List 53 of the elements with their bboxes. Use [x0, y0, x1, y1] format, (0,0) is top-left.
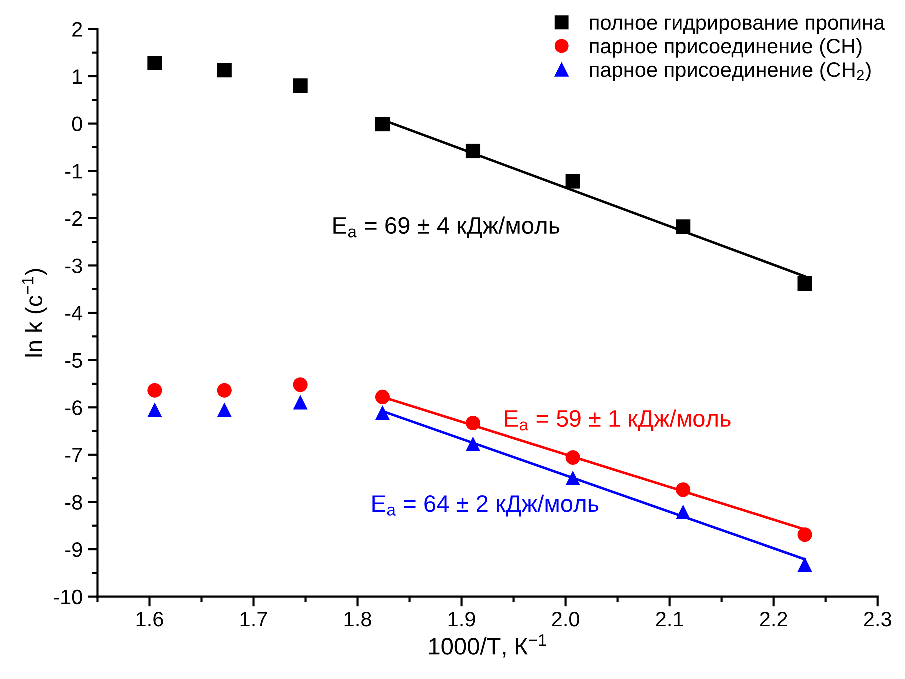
y-tick-label: 0 — [72, 116, 82, 132]
point — [375, 390, 390, 405]
point — [798, 528, 812, 542]
legend-label: полное гидрирование пропина — [590, 18, 886, 34]
x-tick-label: 1.7 — [240, 612, 268, 627]
y-tick-label: -3 — [66, 258, 82, 274]
y-tick-label: -9 — [66, 542, 82, 558]
point — [566, 450, 580, 466]
y-tick-label: -1 — [66, 164, 82, 179]
x-tick-label: 2.3 — [864, 612, 892, 627]
y-tick-label: 1 — [73, 70, 82, 84]
point — [375, 116, 390, 132]
point — [466, 144, 481, 159]
y-tick-label: -7 — [66, 448, 82, 462]
point — [676, 482, 691, 498]
y-tick-label: -2 — [66, 211, 82, 226]
x-tick-label: 2.2 — [760, 612, 788, 627]
point — [148, 383, 162, 398]
x-tick-label: 2.0 — [552, 612, 580, 627]
point — [293, 78, 308, 94]
y-tick-label: -4 — [66, 306, 83, 321]
y-tick-label: -10 — [54, 590, 82, 605]
point — [798, 557, 812, 572]
annotation: E$_{a}$ = 59 ± 1 кДж/моль — [505, 410, 731, 432]
point — [375, 406, 390, 420]
x-axis-title: 1000/T, К$^{−1}$ — [430, 634, 546, 658]
annotation: E$_{a}$ = 64 ± 2 кДж/моль — [372, 494, 599, 517]
point — [293, 395, 308, 410]
y-tick-label: -8 — [66, 495, 82, 510]
x-tick-label: 1.9 — [448, 612, 476, 627]
y-tick-label: -6 — [66, 400, 82, 416]
legend-label: парное присоединение (CH) — [590, 38, 862, 58]
point — [676, 504, 691, 520]
x-tick-label: 1.8 — [344, 612, 372, 627]
annotation: E$_{a}$ = 69 ± 4 кДж/моль — [334, 216, 560, 239]
point — [148, 56, 162, 71]
x-tick-label: 2.1 — [656, 612, 684, 627]
point — [676, 220, 691, 234]
x-tick-label: 1.6 — [136, 612, 164, 627]
point — [566, 174, 580, 189]
y-tick-label: -5 — [66, 354, 82, 368]
point — [466, 416, 481, 431]
point — [566, 470, 580, 486]
y-axis-title: ln k (с$^{−1}$) — [22, 269, 48, 357]
point — [293, 378, 308, 392]
point — [466, 436, 481, 452]
point — [798, 276, 812, 291]
point — [217, 383, 232, 398]
point — [148, 402, 162, 418]
y-tick-label: 2 — [72, 22, 82, 37]
point — [217, 63, 232, 78]
point — [217, 402, 232, 418]
legend-label: парное присоединение (CH$_{2}$) — [590, 62, 871, 82]
